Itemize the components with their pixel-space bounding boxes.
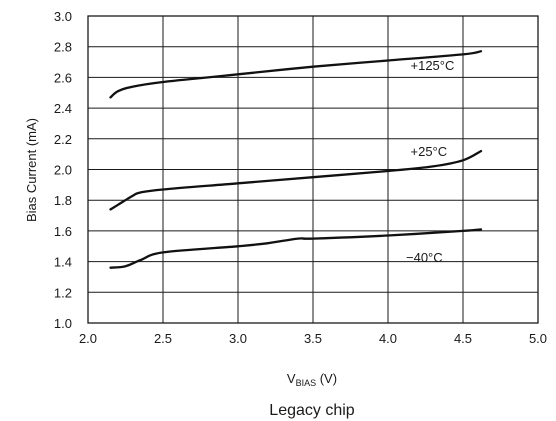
x-axis-label-sub: BIAS (296, 378, 317, 388)
y-tick-label: 2.0 (54, 163, 72, 178)
x-tick-label: 4.0 (379, 331, 397, 346)
y-tick-label: 1.8 (54, 193, 72, 208)
x-tick-label: 3.0 (229, 331, 247, 346)
x-tick-label: 2.5 (154, 331, 172, 346)
y-tick-labels: 1.0 1.2 1.4 1.6 1.8 2.0 2.2 2.4 2.6 2.8 3.0 (54, 9, 72, 331)
y-tick-label: 1.4 (54, 255, 72, 270)
x-tick-label: 4.5 (454, 331, 472, 346)
y-tick-label: 3.0 (54, 9, 72, 24)
series-label: +25°C (411, 144, 448, 159)
y-tick-label: 2.8 (54, 40, 72, 55)
y-tick-label: 2.2 (54, 132, 72, 147)
y-axis-label: Bias Current (mA) (24, 118, 39, 222)
x-tick-label: 3.5 (304, 331, 322, 346)
x-axis-label-unit: (V) (316, 371, 337, 386)
series-labels: +125°C +25°C −40°C (406, 58, 454, 265)
grid-lines (87, 15, 539, 324)
y-tick-label: 1.6 (54, 224, 72, 239)
series-line (109, 149, 483, 211)
y-tick-label: 2.4 (54, 101, 72, 116)
x-tick-labels: 2.0 2.5 3.0 3.5 4.0 4.5 5.0 (79, 331, 547, 346)
x-axis-label: VBIAS (V) (287, 371, 337, 388)
chart-caption: Legacy chip (269, 402, 354, 419)
series-lines (109, 50, 483, 269)
y-tick-label: 2.6 (54, 70, 72, 85)
series-label: +125°C (411, 58, 455, 73)
x-axis-label-main: V (287, 371, 296, 386)
series-label: −40°C (406, 250, 443, 265)
y-tick-label: 1.2 (54, 285, 72, 300)
x-tick-label: 5.0 (529, 331, 547, 346)
plot-frame (87, 15, 539, 324)
series-line (109, 228, 483, 269)
series-line (109, 50, 483, 99)
y-tick-label: 1.0 (54, 316, 72, 331)
x-tick-label: 2.0 (79, 331, 97, 346)
